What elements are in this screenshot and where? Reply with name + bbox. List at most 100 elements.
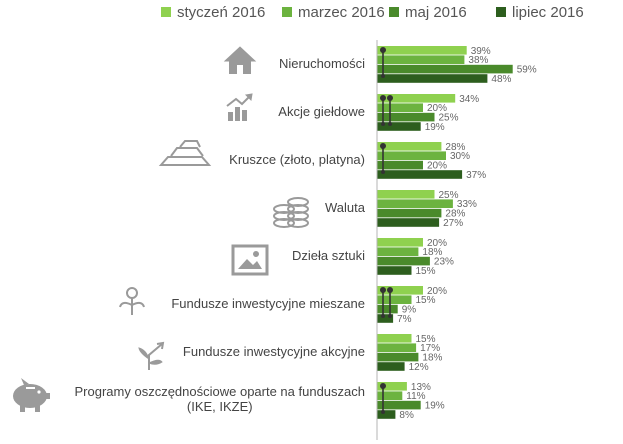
category-label-line: Programy oszczędnościowe oparte na fundu… — [74, 384, 366, 399]
bar — [377, 160, 423, 170]
category-label: Fundusze inwestycyjne mieszane — [171, 296, 365, 311]
bar — [377, 238, 423, 247]
plant-growth-icon — [138, 341, 165, 370]
data-label: 19% — [425, 401, 445, 412]
bar — [377, 112, 435, 122]
category-label-line: Akcje giełdowe — [278, 103, 365, 119]
bar — [377, 94, 456, 103]
data-label: 20% — [427, 238, 447, 249]
legend-item: styczeń 2016 — [161, 4, 265, 21]
bar — [377, 362, 405, 371]
bar — [377, 208, 442, 218]
bar — [377, 256, 430, 266]
chart-legend: styczeń 2016 marzec 2016 maj 2016 lipiec 20… — [0, 4, 623, 24]
data-label: 15% — [416, 334, 436, 345]
data-label: 7% — [397, 314, 412, 325]
category-label: Kruszce (złoto, platyna) — [229, 152, 365, 167]
data-label: 19% — [425, 122, 445, 133]
gold-bars-icon — [158, 140, 212, 166]
data-label: 37% — [466, 170, 486, 181]
bar — [377, 410, 396, 419]
bar — [377, 170, 463, 179]
bar — [377, 247, 419, 256]
bar — [377, 142, 442, 151]
bar — [377, 151, 446, 160]
bar — [377, 343, 417, 352]
data-label: 18% — [422, 247, 442, 258]
data-label: 9% — [402, 305, 417, 316]
data-label: 8% — [399, 410, 414, 421]
category-label-line: Fundusze inwestycyjne akcyjne — [182, 343, 365, 359]
bar — [377, 304, 398, 314]
bar — [377, 314, 394, 323]
data-label: 20% — [427, 161, 447, 172]
data-label: 48% — [491, 74, 511, 85]
data-label: 20% — [427, 286, 447, 297]
data-label: 17% — [420, 343, 440, 354]
coins-icon — [273, 197, 309, 228]
data-label: 18% — [422, 353, 442, 364]
data-label: 39% — [471, 46, 491, 57]
data-label: 59% — [517, 65, 537, 76]
bar — [377, 199, 453, 208]
bar — [377, 55, 465, 64]
bar — [377, 334, 412, 343]
bar — [377, 122, 421, 131]
data-label: 12% — [409, 362, 429, 373]
marker-foot — [381, 410, 385, 414]
marker-head — [380, 95, 386, 101]
category-label-line: Nieruchomości — [279, 55, 365, 71]
legend-label: lipiec 2016 — [512, 4, 584, 21]
data-label: 28% — [445, 209, 465, 220]
data-label: 15% — [416, 266, 436, 277]
marker-foot — [381, 314, 385, 318]
house-icon — [223, 46, 257, 74]
data-label: 25% — [439, 113, 459, 124]
bar — [377, 295, 412, 304]
legend-swatch — [161, 7, 171, 17]
data-label: 15% — [416, 295, 436, 306]
data-label: 27% — [443, 218, 463, 229]
data-label: 38% — [468, 55, 488, 66]
marker-foot — [381, 170, 385, 174]
data-label: 25% — [439, 190, 459, 201]
legend-label: maj 2016 — [405, 4, 467, 21]
legend-swatch — [389, 7, 399, 17]
chart-growth-icon — [226, 93, 253, 121]
bar — [377, 266, 412, 275]
marker-head — [380, 47, 386, 53]
bar — [377, 46, 467, 55]
category-label: Waluta — [325, 200, 365, 215]
category-label-line: Fundusze inwestycyjne mieszane — [171, 295, 365, 311]
category-label: Dzieła sztuki — [292, 248, 365, 263]
data-label: 23% — [434, 257, 454, 268]
category-label-line: Dzieła sztuki — [292, 247, 365, 263]
data-label: 33% — [457, 199, 477, 210]
data-label: 20% — [427, 103, 447, 114]
bar — [377, 382, 407, 391]
bar — [377, 352, 419, 362]
bar — [377, 400, 421, 410]
category-label: Nieruchomości — [279, 56, 365, 71]
bar — [377, 218, 440, 227]
category-label: Programy oszczędnościowe oparte na fundu… — [75, 384, 366, 414]
marker-foot — [388, 314, 392, 318]
category-label: Fundusze inwestycyjne akcyjne — [183, 344, 365, 359]
category-label-line: Kruszce (złoto, platyna) — [229, 151, 365, 167]
piggy-bank-icon — [13, 378, 50, 412]
bar — [377, 103, 423, 112]
marker-head — [380, 383, 386, 389]
seedling-icon — [119, 287, 145, 315]
bar — [377, 74, 488, 83]
marker-foot — [381, 122, 385, 126]
bar — [377, 391, 403, 400]
data-label: 28% — [445, 142, 465, 153]
legend-item: lipiec 2016 — [496, 4, 584, 21]
marker-head — [387, 287, 393, 293]
marker-head — [380, 143, 386, 149]
category-label-line: (IKE, IKZE) — [186, 399, 253, 414]
legend-item: marzec 2016 — [282, 4, 385, 21]
marker-head — [387, 95, 393, 101]
bar — [377, 286, 423, 295]
